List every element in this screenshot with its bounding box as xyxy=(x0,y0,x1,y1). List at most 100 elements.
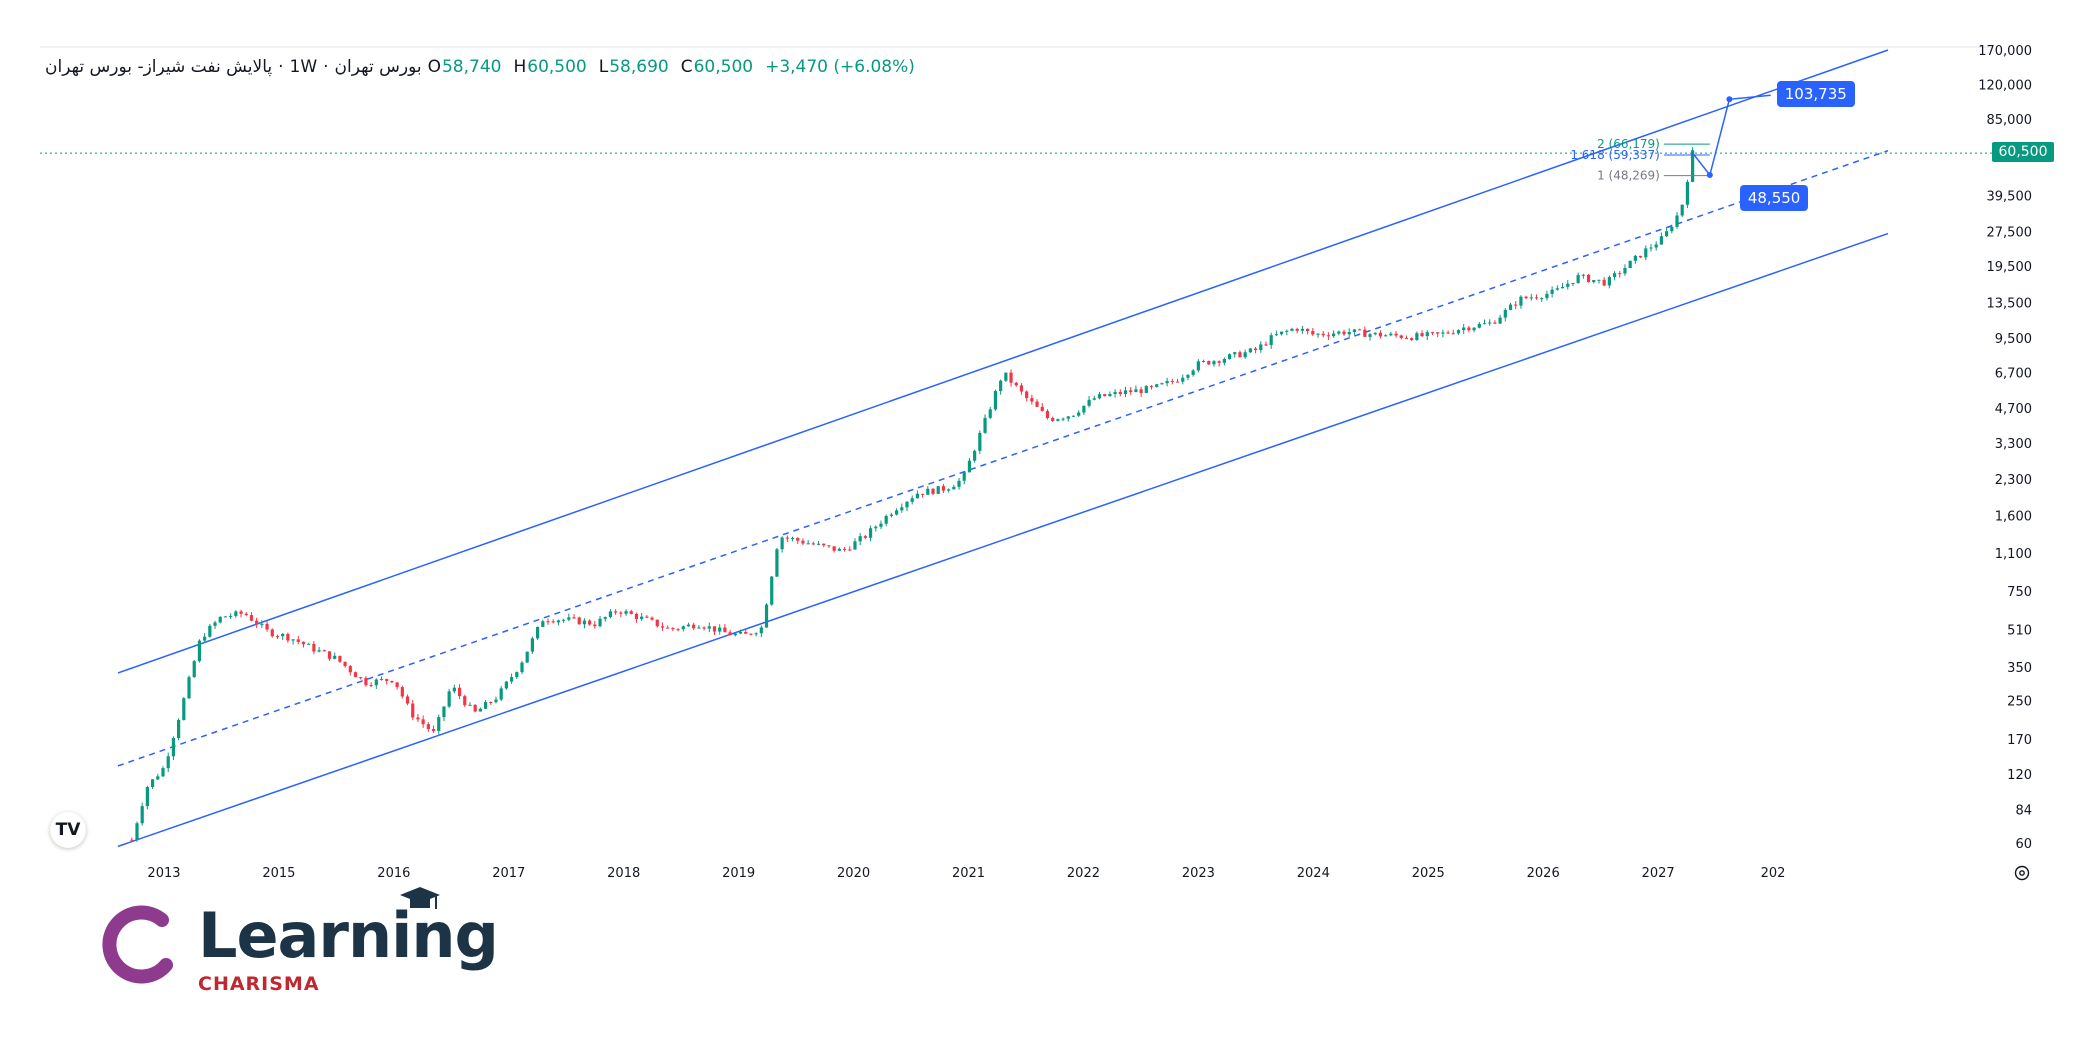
candle-body xyxy=(343,661,347,667)
price-axis[interactable]: 170,000 120,000 85,000 39,500 27,500 19,500 13… xyxy=(1978,44,2032,852)
candle-body xyxy=(806,543,810,545)
candle-body xyxy=(1581,274,1585,276)
x-tick-label: 2015 xyxy=(262,866,295,881)
candle-body xyxy=(437,717,441,731)
candle-body xyxy=(650,617,654,620)
candle-body xyxy=(187,677,191,699)
y-tick-label: 120 xyxy=(2007,768,2032,783)
candle-body xyxy=(884,515,888,524)
dot-separator: · xyxy=(323,57,329,77)
y-tick-label: 9,500 xyxy=(1995,332,2032,347)
candle-body xyxy=(868,528,873,538)
y-tick-label: 39,500 xyxy=(1987,190,2033,205)
projection-point xyxy=(1706,172,1713,179)
candle-body xyxy=(1191,370,1195,375)
candle-body xyxy=(593,624,597,627)
candle-body xyxy=(1425,332,1429,337)
candle-body xyxy=(608,611,613,618)
candle-body xyxy=(177,719,181,739)
candle-body xyxy=(915,493,920,499)
candle-body xyxy=(135,823,139,840)
candle-body xyxy=(130,839,134,841)
candle-body xyxy=(645,616,649,618)
candle-body xyxy=(1363,329,1367,337)
candle-body xyxy=(1472,327,1476,331)
candle-body xyxy=(1347,332,1351,335)
high-key: H xyxy=(513,57,527,77)
candle-body xyxy=(582,620,587,625)
candle-body xyxy=(489,702,493,704)
candle-body xyxy=(931,488,935,494)
candle-body xyxy=(457,687,462,697)
x-tick-label: 2025 xyxy=(1412,866,1445,881)
candle-body xyxy=(603,617,607,619)
candle-body xyxy=(1316,333,1320,335)
candle-body xyxy=(1675,215,1679,227)
fib-extension: 2 (66,179)1.618 (59,337) 1 (48,269) xyxy=(1570,137,1710,183)
candle-body xyxy=(1332,333,1336,337)
projection-path xyxy=(1692,94,1771,179)
target-lower-label[interactable]: 48,550 xyxy=(1739,185,1809,212)
candle-body xyxy=(1071,415,1076,417)
brand-word: Learning xyxy=(198,899,499,972)
target-upper-label[interactable]: 103,735 xyxy=(1776,81,1855,108)
candle-body xyxy=(1508,304,1513,310)
fib-level-label: 1 (48,269) xyxy=(1597,169,1660,183)
tradingview-logo[interactable]: TV xyxy=(50,812,86,848)
candle-body xyxy=(640,616,644,620)
candle-body xyxy=(1384,335,1388,337)
candle-body xyxy=(686,624,691,627)
candle-body xyxy=(1009,372,1013,383)
candle-body xyxy=(1368,334,1372,337)
candle-body xyxy=(1019,385,1024,392)
candle-body xyxy=(1170,380,1174,382)
open-key: O xyxy=(427,57,441,77)
candle-body xyxy=(483,702,488,709)
x-tick-label: 2020 xyxy=(837,866,870,881)
candle-body xyxy=(556,620,561,623)
candle-body xyxy=(1113,391,1117,395)
settings-gear-icon[interactable] xyxy=(2011,862,2033,884)
candle-body xyxy=(1004,372,1008,381)
candle-body xyxy=(1519,296,1523,306)
candle-body xyxy=(1108,394,1112,397)
candle-body xyxy=(1691,150,1695,182)
candle-body xyxy=(894,510,899,515)
candle-body xyxy=(811,543,815,545)
candle-body xyxy=(140,806,144,824)
channel-upper-line xyxy=(117,49,1889,674)
candle-body xyxy=(359,677,363,679)
candle-body xyxy=(1586,274,1591,283)
candle-body xyxy=(229,615,233,617)
candle-body xyxy=(317,650,321,652)
candle-body xyxy=(338,655,342,662)
time-axis[interactable]: 2013 2015 2016 2017 2018 2019 2020 2021 2022 2023… xyxy=(147,866,1785,881)
candle-body xyxy=(780,537,784,550)
candle-body xyxy=(671,627,675,630)
candle-body xyxy=(1196,361,1200,371)
candle-body xyxy=(291,639,295,641)
candle-body xyxy=(426,724,430,730)
candle-body xyxy=(1160,383,1164,385)
candle-body xyxy=(1618,273,1622,275)
candle-body xyxy=(733,633,737,636)
y-tick-label: 170,000 xyxy=(1978,44,2032,59)
candle-body xyxy=(1649,247,1653,249)
candle-body xyxy=(1290,328,1294,331)
candle-body xyxy=(1399,335,1403,338)
candle-body xyxy=(666,627,670,629)
candle-body xyxy=(1123,390,1128,394)
candle-body xyxy=(853,541,857,550)
high-value: 60,500 xyxy=(527,57,587,77)
candle-body xyxy=(723,627,727,633)
candle-body xyxy=(759,627,763,634)
candle-body xyxy=(1217,361,1221,363)
interval-label[interactable]: 1W xyxy=(289,57,318,77)
candle-body xyxy=(655,619,659,627)
symbol-name[interactable]: پالایش نفت شیراز- بورس تهران xyxy=(45,57,273,77)
candle-body xyxy=(1404,337,1409,339)
candle-body xyxy=(525,651,529,663)
candle-body xyxy=(1378,332,1383,337)
candle-body xyxy=(1253,348,1258,351)
